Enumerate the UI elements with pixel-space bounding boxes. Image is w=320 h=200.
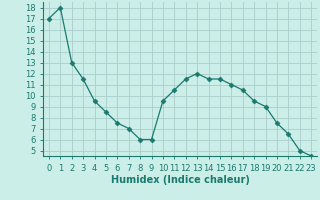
X-axis label: Humidex (Indice chaleur): Humidex (Indice chaleur): [111, 175, 249, 185]
